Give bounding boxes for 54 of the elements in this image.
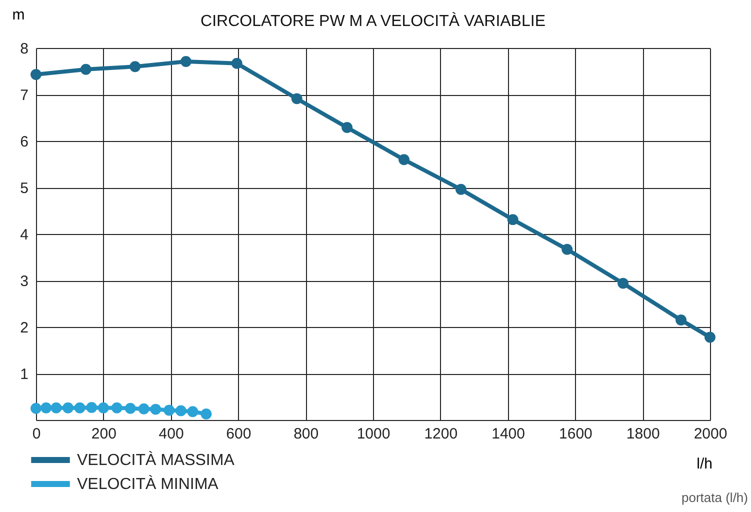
point [231,58,242,69]
point [291,93,302,104]
point [98,402,109,414]
point [164,404,175,416]
y-tick-label: 1 [20,366,28,383]
x-tick-label: 1800 [626,426,660,442]
legend-label: VELOCITÀ MASSIMA [77,451,235,469]
point [180,56,192,67]
y-tick-label: 2 [20,320,28,336]
point [507,214,518,226]
x-tick-label: 800 [294,426,319,442]
x-tick-label: 600 [226,426,252,442]
y-tick-label: 6 [20,134,28,150]
point [111,402,122,414]
y-tick-label: 5 [20,180,28,197]
x-tick-label: 1600 [559,426,592,442]
y-tick-label: 3 [20,273,28,290]
point [618,278,629,289]
point [150,404,162,415]
point [40,402,52,414]
point [124,402,136,414]
legend-label: VELOCITÀ MINIMA [77,475,219,493]
y-tick-label: 8 [20,40,28,58]
chart-title: CIRCOLATORE PW M A VELOCITÀ VARIABLIE [200,12,546,30]
point [342,122,353,133]
point [187,406,198,418]
y-tick-label: 7 [20,87,28,104]
point [30,402,42,414]
y-tick-label: 4 [20,226,28,244]
x-tick-label: 400 [158,426,184,442]
point [562,244,573,255]
point [200,408,212,420]
x-tick-label: 2000 [694,426,728,442]
x-tick-label: 0 [32,426,41,442]
point [130,61,141,72]
point [175,405,186,416]
y-axis-title: m [12,6,25,24]
point [80,64,92,75]
point [86,402,98,413]
point [62,402,74,414]
point [398,154,410,166]
x-tick-label: 200 [91,426,116,442]
x-axis-title: l/h [696,456,712,472]
text: portata (l/h) [682,490,748,505]
x-tick-label: 1000 [356,426,390,442]
point [74,402,86,414]
point [50,402,62,414]
x-tick-label: 1400 [492,426,525,442]
point [138,403,150,414]
point [30,69,42,80]
point [704,332,716,343]
point [676,314,686,326]
x-tick-label: 1200 [424,426,458,442]
point [455,184,466,195]
